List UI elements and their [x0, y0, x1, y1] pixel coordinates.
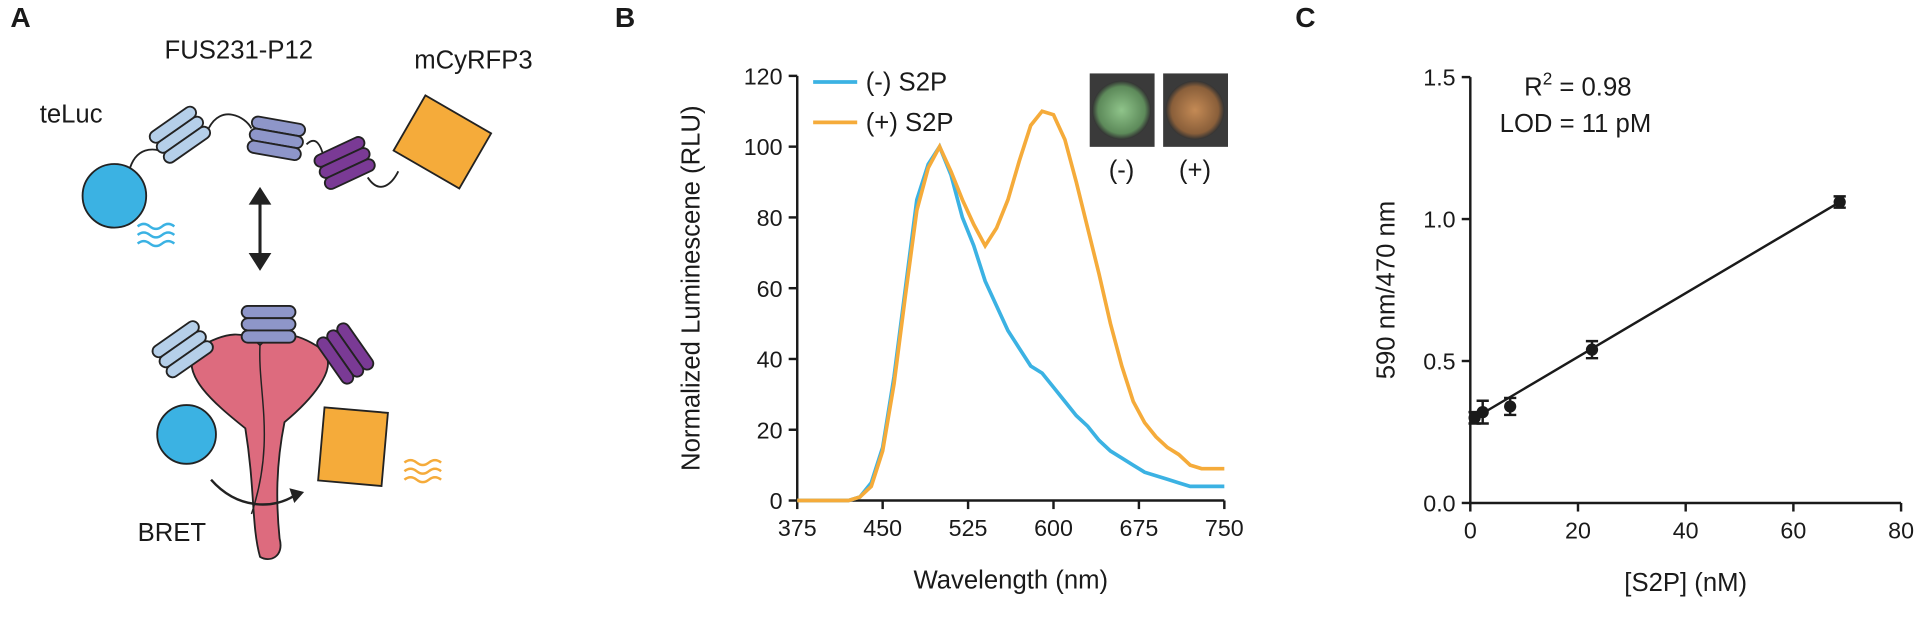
bret-arrow-head	[289, 488, 305, 503]
label: mCyRFP3	[414, 47, 532, 75]
emission	[403, 458, 442, 484]
y-tick-label: 120	[744, 63, 783, 89]
r2-rest: = 0.98	[1552, 73, 1631, 101]
r2-sup: 2	[1543, 68, 1553, 88]
point	[1585, 343, 1599, 356]
inset-label: (+)	[1179, 157, 1211, 185]
y-tick-label: 60	[757, 276, 783, 302]
legend-label: (-) S2P	[866, 69, 947, 97]
point	[1504, 400, 1517, 413]
x-tick-label: 60	[1780, 517, 1806, 543]
y-tick-label: 20	[757, 417, 783, 443]
x-tick-label: 0	[1464, 517, 1477, 543]
x-axis-label: Wavelength (nm)	[913, 567, 1108, 595]
y-tick-label: 0.0	[1423, 491, 1455, 517]
x-tick-label: 375	[778, 515, 817, 541]
y-tick-label: 100	[744, 134, 783, 160]
inset-label: (-)	[1109, 157, 1135, 185]
mcyrfp3	[317, 406, 389, 488]
well	[1092, 80, 1151, 140]
domain	[148, 105, 376, 190]
mcyrfp3	[392, 94, 493, 190]
y-tick-label: 1.0	[1423, 207, 1455, 233]
y-tick-label: 0	[770, 488, 783, 514]
legend-label: (+) S2P	[866, 109, 954, 137]
point	[1476, 405, 1489, 419]
y-tick-label: 40	[757, 347, 783, 373]
y-tick-label: 80	[757, 205, 783, 231]
series-line	[797, 109, 1225, 503]
x-tick-label: 750	[1205, 515, 1244, 541]
panel-label: B	[615, 2, 635, 33]
arrow	[248, 186, 272, 271]
label: teLuc	[40, 100, 103, 128]
panel-label: A	[10, 2, 30, 33]
panel-label: C	[1295, 2, 1315, 33]
label: BRET	[138, 519, 207, 547]
x-tick-label: 20	[1565, 517, 1591, 543]
r2-label: R2 = 0.98	[1524, 68, 1631, 101]
bret-arrow	[210, 478, 295, 506]
y-axis-label: Normalized Luminescene (RLU)	[677, 105, 705, 470]
x-tick-label: 675	[1120, 515, 1159, 541]
x-tick-label: 450	[863, 515, 902, 541]
x-tick-label: 600	[1034, 515, 1073, 541]
fit-line	[1469, 200, 1841, 422]
y-tick-label: 1.5	[1423, 65, 1455, 91]
y-tick-label: 0.5	[1423, 349, 1455, 375]
panel-a: A FUS231-P12 mCyRFP3 teLuc BRET	[10, 2, 533, 561]
series-line	[797, 142, 1225, 503]
emission	[136, 222, 176, 248]
x-tick-label: 525	[949, 515, 988, 541]
r2-base: R	[1524, 73, 1543, 101]
inset	[1089, 73, 1229, 147]
teluc	[81, 163, 148, 229]
point	[1833, 195, 1846, 209]
x-axis-label: [S2P] (nM)	[1624, 569, 1747, 597]
x-tick-label: 40	[1673, 517, 1699, 543]
well	[1165, 80, 1225, 140]
label: FUS231-P12	[165, 37, 313, 65]
y-axis-label: 590 nm/470 nm	[1372, 201, 1400, 380]
x-tick-label: 80	[1888, 517, 1914, 543]
domain	[151, 305, 375, 385]
lod-label: LOD = 11 pM	[1500, 110, 1652, 138]
teluc	[156, 404, 217, 465]
receptor-line	[250, 345, 266, 515]
